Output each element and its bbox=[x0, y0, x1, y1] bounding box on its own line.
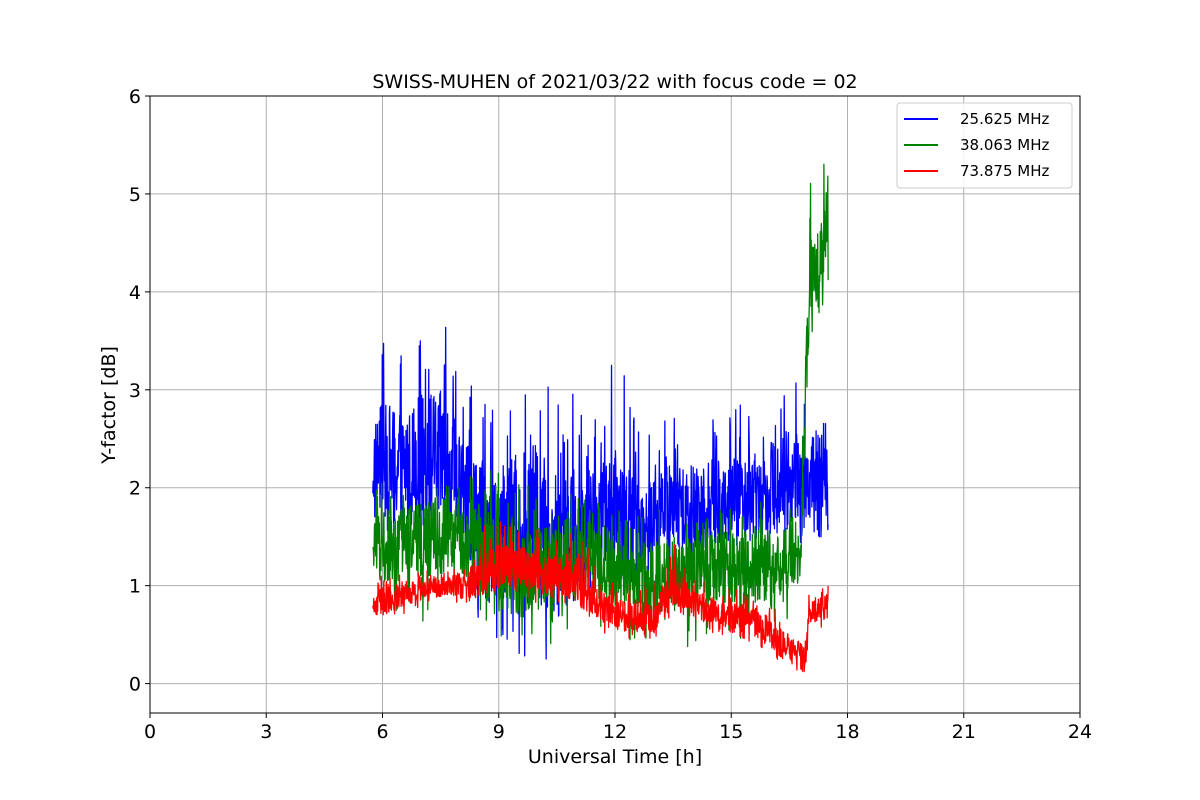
legend-box bbox=[896, 102, 1073, 189]
x-tick-label: 6 bbox=[376, 721, 388, 743]
x-tick-label: 15 bbox=[719, 721, 743, 743]
x-axis-label: Universal Time [h] bbox=[528, 746, 702, 768]
x-tick-label: 9 bbox=[493, 721, 505, 743]
legend-label: 73.875 MHz bbox=[960, 162, 1049, 180]
series-line bbox=[372, 163, 829, 648]
x-tick-label: 12 bbox=[603, 721, 627, 743]
x-tick-label: 0 bbox=[144, 721, 156, 743]
y-tick-label: 1 bbox=[129, 576, 141, 598]
legend-label: 25.625 MHz bbox=[960, 110, 1049, 128]
y-tick-label: 4 bbox=[129, 282, 141, 304]
y-tick-label: 3 bbox=[129, 380, 141, 402]
y-tick-label: 0 bbox=[129, 674, 141, 696]
series-layer bbox=[372, 163, 829, 673]
y-tick-label: 2 bbox=[129, 478, 141, 500]
x-tick-label: 24 bbox=[1068, 721, 1092, 743]
y-axis-label: Y-factor [dB] bbox=[98, 346, 120, 465]
legend-label: 38.063 MHz bbox=[960, 136, 1049, 154]
chart-title: SWISS-MUHEN of 2021/03/22 with focus cod… bbox=[372, 71, 857, 93]
x-tick-label: 21 bbox=[952, 721, 976, 743]
x-tick-label: 18 bbox=[835, 721, 859, 743]
y-tick-label: 5 bbox=[129, 184, 141, 206]
y-tick-label: 6 bbox=[129, 86, 141, 108]
legend: 25.625 MHz 38.063 MHz 73.875 MHz bbox=[896, 102, 1073, 189]
series-line bbox=[372, 521, 829, 673]
series-line bbox=[372, 326, 829, 660]
x-tick-label: 3 bbox=[260, 721, 272, 743]
grid bbox=[149, 95, 1081, 713]
